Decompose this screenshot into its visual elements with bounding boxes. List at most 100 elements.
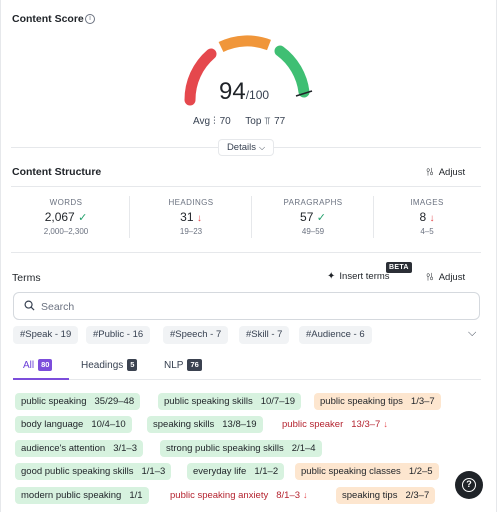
term-chip[interactable]: public speaker 13/3–7 ↓ xyxy=(276,416,394,433)
stat-headings: HEADINGS 31 ↓ 19–23 xyxy=(131,198,251,236)
term-chip[interactable]: public speaking 35/29–48 xyxy=(15,393,141,410)
tab-count: 5 xyxy=(127,359,138,371)
filter-chip[interactable]: #Skill - 7 xyxy=(239,326,290,344)
term-name: public speaker xyxy=(282,419,344,430)
chevron-down-icon: ⌵ xyxy=(258,143,266,152)
arrow-down-icon: ↓ xyxy=(429,213,435,224)
term-chip[interactable]: speaking tips 2/3–7 xyxy=(336,487,436,504)
term-count: 13/8–19 xyxy=(222,419,257,430)
term-count: 2/3–7 xyxy=(405,490,430,501)
sparkle-icon: ✦ xyxy=(327,271,336,282)
active-tab-indicator xyxy=(13,378,69,380)
term-name: public speaking classes xyxy=(301,466,401,477)
term-count: 10/7–19 xyxy=(260,396,296,407)
avg-top-summary: Avg ⫶ 70 Top ⫪ 77 xyxy=(193,116,285,127)
term-count: 1/1–2 xyxy=(254,466,279,477)
insert-terms-label: Insert terms xyxy=(339,271,390,282)
term-chip[interactable]: modern public speaking 1/1 xyxy=(15,487,149,504)
stat-range: 2,000–2,300 xyxy=(43,227,89,236)
filter-chip[interactable]: #Public - 16 xyxy=(86,326,151,344)
term-chip[interactable]: public speaking skills 10/7–19 xyxy=(158,393,302,410)
info-icon[interactable]: i xyxy=(85,14,95,24)
terms-title: Terms xyxy=(12,272,41,284)
term-name: audience's attention xyxy=(21,443,106,454)
stat-label: IMAGES xyxy=(410,198,444,207)
filter-chip[interactable]: #Audience - 6 xyxy=(299,326,372,344)
terms-adjust-button[interactable]: ⫯⫰ Adjust xyxy=(426,272,465,283)
stat-images: IMAGES 8 ↓ 4–5 xyxy=(367,198,487,236)
term-count: 1/2–5 xyxy=(408,466,433,477)
help-button[interactable]: ? xyxy=(455,471,483,499)
term-chip[interactable]: everyday life 1/1–2 xyxy=(187,463,285,480)
stat-value: 8 xyxy=(419,210,427,224)
term-name: public speaking xyxy=(21,396,87,407)
stat-label: PARAGRAPHS xyxy=(283,198,343,207)
structure-adjust-button[interactable]: ⫯⫰ Adjust xyxy=(426,167,465,178)
term-name: public speaking skills xyxy=(164,396,253,407)
details-button[interactable]: Details ⌵ xyxy=(218,139,274,156)
gauge-segment-mid xyxy=(218,35,271,53)
term-chip[interactable]: public speaking tips 1/3–7 xyxy=(314,393,441,410)
insert-terms-button[interactable]: ✦ Insert terms xyxy=(327,271,390,282)
adjust-label: Adjust xyxy=(438,272,466,283)
term-chip[interactable]: good public speaking skills 1/1–3 xyxy=(15,463,172,480)
term-count: 10/4–10 xyxy=(91,419,126,430)
beta-badge: BETA xyxy=(386,262,412,273)
filter-chip[interactable]: #Speak - 19 xyxy=(13,326,79,344)
term-name: everyday life xyxy=(193,466,247,477)
top-label: Top xyxy=(245,116,262,127)
divider xyxy=(129,196,130,238)
term-chip[interactable]: speaking skills 13/8–19 xyxy=(147,416,263,433)
divider xyxy=(13,379,481,380)
term-chip[interactable]: public speaking classes 1/2–5 xyxy=(295,463,439,480)
help-icon: ? xyxy=(462,478,476,492)
search-placeholder: Search xyxy=(41,301,75,313)
tab-headings[interactable]: Headings 5 xyxy=(81,359,138,371)
score-gauge xyxy=(184,35,313,106)
term-count: 8/1–3 xyxy=(276,490,301,501)
stat-value: 2,067 xyxy=(44,210,75,224)
tab-all[interactable]: All 80 xyxy=(23,359,53,371)
search-icon xyxy=(24,300,35,311)
divider xyxy=(11,252,481,253)
avg-icon: ⫶ xyxy=(213,116,216,127)
adjust-label: Adjust xyxy=(438,167,466,178)
term-chip[interactable]: strong public speaking skills 2/1–4 xyxy=(160,440,322,457)
term-name: speaking skills xyxy=(153,419,215,430)
tab-label: Headings xyxy=(81,360,124,371)
tab-count: 76 xyxy=(187,359,202,371)
term-count: 1/1–3 xyxy=(141,466,166,477)
term-count: 3/1–3 xyxy=(113,443,137,454)
check-icon: ✓ xyxy=(316,212,326,224)
term-chip[interactable]: audience's attention 3/1–3 xyxy=(15,440,143,457)
score-number: 94 xyxy=(219,78,246,105)
filter-chip[interactable]: #Speech - 7 xyxy=(163,326,229,344)
stat-label: WORDS xyxy=(49,198,83,207)
arrow-down-icon: ↓ xyxy=(303,490,308,500)
term-chip[interactable]: body language 10/4–10 xyxy=(15,416,132,433)
tab-nlp[interactable]: NLP 76 xyxy=(164,359,202,371)
arrow-down-icon: ↓ xyxy=(383,419,388,429)
stat-range: 49–59 xyxy=(301,227,325,236)
content-score-title: Content Score xyxy=(12,13,84,25)
gauge-segment-high xyxy=(274,45,310,98)
details-label: Details xyxy=(226,142,256,153)
term-name: speaking tips xyxy=(342,490,398,501)
stat-value: 57 xyxy=(300,210,314,224)
content-structure-title: Content Structure xyxy=(12,166,102,178)
search-input[interactable]: Search xyxy=(13,292,480,320)
score-value: 94/100 xyxy=(219,78,269,106)
stat-paragraphs: PARAGRAPHS 57 ✓ 49–59 xyxy=(253,198,373,236)
score-max: /100 xyxy=(245,88,270,102)
arrow-down-icon: ↓ xyxy=(196,213,202,224)
chevron-down-icon[interactable]: ⌵ xyxy=(468,327,477,339)
stat-label: HEADINGS xyxy=(168,198,214,207)
divider xyxy=(373,196,374,238)
top-value: 77 xyxy=(274,116,286,127)
term-chip[interactable]: public speaking anxiety 8/1–3 ↓ xyxy=(164,487,314,504)
gauge-segment-low xyxy=(184,48,217,106)
term-name: modern public speaking xyxy=(21,490,122,501)
avg-value: 70 xyxy=(219,116,231,127)
stat-words: WORDS 2,067 ✓ 2,000–2,300 xyxy=(6,198,126,236)
